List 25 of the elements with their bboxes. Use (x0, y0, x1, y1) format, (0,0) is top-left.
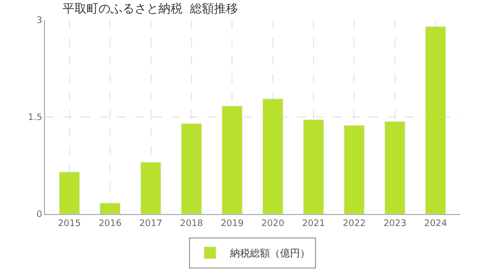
bar (262, 98, 284, 214)
x-tick-label: 2021 (302, 218, 325, 229)
x-tick-label: 2019 (220, 218, 244, 229)
x-tick-label: 2016 (98, 218, 122, 229)
chart-title: 平取町のふるさと納税 総額推移 (62, 2, 238, 16)
x-tick-label: 2023 (383, 218, 406, 229)
x-tick-label: 2024 (424, 218, 448, 229)
x-tick-label: 2017 (139, 218, 162, 229)
legend-label: 納税総額（億円） (230, 248, 310, 260)
bar (425, 26, 446, 214)
bar (100, 202, 121, 214)
x-tick-label: 2022 (342, 218, 366, 229)
x-tick-label: 2015 (58, 218, 81, 229)
x-tick-label: 2018 (180, 218, 204, 229)
x-tick-label: 2020 (261, 218, 285, 229)
bar (344, 125, 365, 214)
bar (140, 162, 162, 214)
bar (222, 106, 243, 214)
y-tick-label: 1.5 (28, 113, 42, 124)
y-tick-label: 3 (36, 16, 42, 26)
y-tick-label: 0 (36, 210, 42, 220)
bar (384, 121, 406, 214)
bar (303, 119, 324, 214)
bar (181, 123, 202, 214)
bar (58, 172, 80, 214)
